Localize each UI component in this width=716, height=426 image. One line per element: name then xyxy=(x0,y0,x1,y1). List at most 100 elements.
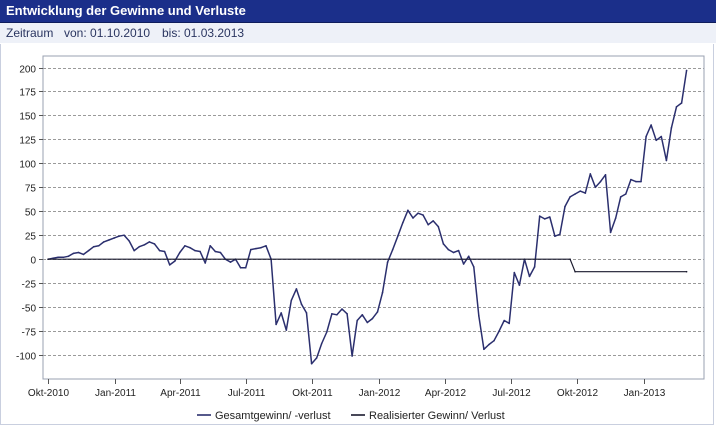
data-point xyxy=(407,209,409,212)
data-point xyxy=(498,330,500,332)
data-point xyxy=(589,173,592,175)
data-point xyxy=(462,263,465,265)
data-point xyxy=(209,245,211,247)
period-to: bis: 01.03.2013 xyxy=(162,26,245,40)
data-point xyxy=(305,312,308,314)
y-tick-label: 50 xyxy=(25,208,37,219)
data-point xyxy=(346,313,348,315)
x-tick-label: Apr-2011 xyxy=(160,388,201,399)
data-point xyxy=(614,217,617,219)
data-point xyxy=(361,314,364,316)
data-point xyxy=(645,135,647,138)
data-point xyxy=(82,253,85,256)
data-point xyxy=(219,251,222,254)
y-tick-label: -75 xyxy=(22,328,37,339)
data-point xyxy=(260,246,262,249)
data-point xyxy=(97,245,100,247)
y-tick-label: -50 xyxy=(22,304,37,315)
data-point xyxy=(295,288,298,290)
data-point xyxy=(599,180,602,183)
data-point xyxy=(457,249,460,252)
data-point xyxy=(518,284,521,286)
data-point xyxy=(452,251,455,254)
data-point xyxy=(356,319,359,322)
data-point xyxy=(214,250,217,253)
y-tick-label: 25 xyxy=(25,232,37,243)
data-point xyxy=(579,190,581,192)
x-tick-label: Okt-2012 xyxy=(557,388,599,399)
chart-title: Entwicklung der Gewinne und Verluste xyxy=(6,3,246,18)
data-point xyxy=(488,343,490,346)
data-point xyxy=(336,314,338,316)
data-point xyxy=(92,245,95,248)
data-point xyxy=(559,233,561,236)
data-point xyxy=(366,321,369,324)
data-point xyxy=(229,261,232,263)
data-point xyxy=(376,311,379,313)
data-point xyxy=(250,248,252,251)
y-tick-label: 75 xyxy=(25,184,37,195)
data-point xyxy=(199,250,201,253)
x-tick-label: Jul-2011 xyxy=(228,388,266,399)
data-point xyxy=(447,248,450,251)
data-point xyxy=(528,275,531,278)
data-point xyxy=(483,348,485,351)
y-tick-label: -25 xyxy=(22,280,37,291)
data-point xyxy=(179,251,181,254)
data-point xyxy=(47,258,49,261)
data-point xyxy=(685,69,688,72)
data-point xyxy=(391,248,394,251)
data-point xyxy=(320,342,323,345)
series-line-2 xyxy=(48,258,687,273)
data-point xyxy=(619,196,622,198)
data-point xyxy=(128,240,130,242)
data-point xyxy=(163,250,166,253)
axes: 200 175 150 125 100 75 50 25 0 -25 -50 -75 -100 Okt-2… xyxy=(16,55,705,399)
data-point xyxy=(67,255,70,258)
data-point xyxy=(341,308,343,310)
x-tick-label: Okt-2011 xyxy=(292,388,333,399)
data-point xyxy=(300,303,303,306)
data-point xyxy=(417,212,419,214)
data-point xyxy=(630,178,632,181)
x-tick-label: Jan-2012 xyxy=(359,388,401,399)
data-point xyxy=(412,217,414,219)
data-point xyxy=(103,241,105,243)
data-point xyxy=(133,249,135,252)
data-point xyxy=(675,106,678,108)
data-point xyxy=(670,127,673,129)
data-point xyxy=(280,312,283,314)
y-tick-label: 175 xyxy=(19,88,36,99)
data-point xyxy=(62,256,65,259)
data-point xyxy=(508,322,511,325)
data-point xyxy=(285,329,288,331)
y-tick-label: 100 xyxy=(19,160,36,171)
data-point xyxy=(108,239,110,241)
data-point xyxy=(685,270,688,273)
legend-label: Realisierter Gewinn/ Verlust xyxy=(369,410,505,422)
y-tick-label: -100 xyxy=(16,352,36,363)
data-point xyxy=(655,139,657,142)
data-point xyxy=(265,245,267,247)
data-point xyxy=(569,258,571,261)
data-point xyxy=(584,192,587,194)
data-point xyxy=(331,313,333,315)
data-point xyxy=(437,225,440,228)
x-tick-label: Jan-2013 xyxy=(624,388,666,399)
period-bar: Zeitraum von: 01.10.2010 bis: 01.03.2013 xyxy=(0,23,716,43)
data-point xyxy=(503,319,506,322)
data-point xyxy=(665,159,668,162)
data-point xyxy=(467,255,470,258)
data-point xyxy=(432,220,435,222)
data-point xyxy=(194,249,196,252)
chart-panel xyxy=(0,44,714,425)
data-point xyxy=(422,214,424,216)
data-point xyxy=(397,235,399,237)
data-point xyxy=(543,218,546,220)
data-point xyxy=(290,299,293,302)
x-tick-label: Jan-2011 xyxy=(95,388,136,399)
plot-area xyxy=(42,55,705,380)
data-point xyxy=(87,249,90,252)
y-tick-label: 200 xyxy=(19,65,36,76)
